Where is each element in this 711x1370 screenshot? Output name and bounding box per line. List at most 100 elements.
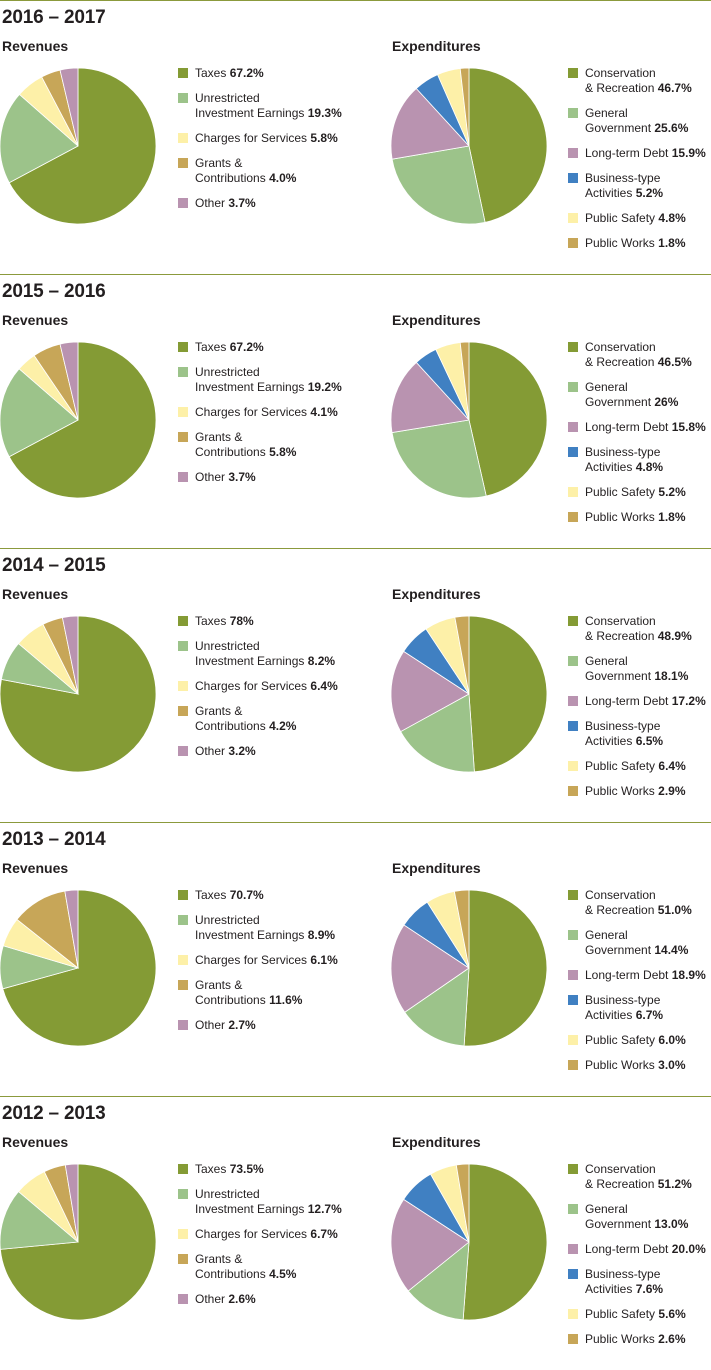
legend-label: Grants & Contributions xyxy=(195,1252,266,1281)
legend-item: Charges for Services 6.7% xyxy=(178,1227,342,1242)
legend-swatch xyxy=(568,342,578,352)
legend-label: Other xyxy=(195,744,226,758)
legend-label: Business-type Activities xyxy=(585,445,661,474)
legend-swatch xyxy=(568,1060,578,1070)
legend-label: Grants & Contributions xyxy=(195,156,266,185)
legend-item: Grants & Contributions 5.8% xyxy=(178,430,342,460)
legend-value: 19.2% xyxy=(307,380,342,394)
legend-swatch xyxy=(178,133,188,143)
legend-label: Business-type Activities xyxy=(585,171,661,200)
legend-value: 73.5% xyxy=(229,1162,264,1176)
legend-label: Public Safety xyxy=(585,1033,656,1047)
pie-slice xyxy=(61,615,79,695)
legend-item: General Government 13.0% xyxy=(568,1202,706,1232)
legend-value: 18.1% xyxy=(654,669,689,683)
legend-label: Long-term Debt xyxy=(585,968,669,982)
legend-label: Long-term Debt xyxy=(585,146,669,160)
chart-section: 2013 – 2014 Revenues Taxes 70.7% Unrestrict… xyxy=(0,822,711,1096)
legend-swatch xyxy=(568,761,578,771)
legend-label: Long-term Debt xyxy=(585,1242,669,1256)
pie-slice xyxy=(391,419,487,499)
legend-value: 5.8% xyxy=(310,131,338,145)
legend-swatch xyxy=(178,407,188,417)
legend-label: Other xyxy=(195,470,226,484)
legend-value: 4.5% xyxy=(269,1267,297,1281)
legend-item: Business-type Activities 5.2% xyxy=(568,171,706,201)
legend-swatch xyxy=(568,970,578,980)
legend-swatch xyxy=(568,721,578,731)
legend-item: Charges for Services 6.1% xyxy=(178,953,338,968)
expenditures-legend: Conservation & Recreation 48.9% General G… xyxy=(568,614,706,809)
legend-item: Public Safety 4.8% xyxy=(568,211,706,226)
pie-slice xyxy=(390,87,470,160)
legend-item: Business-type Activities 4.8% xyxy=(568,445,706,475)
legend-swatch xyxy=(568,1269,578,1279)
legend-item: Unrestricted Investment Earnings 19.3% xyxy=(178,91,342,121)
legend-swatch xyxy=(568,512,578,522)
pie-slice xyxy=(2,889,157,1047)
legend-label: Taxes xyxy=(195,1162,227,1176)
legend-value: 20.0% xyxy=(671,1242,706,1256)
revenues-legend: Taxes 73.5% Unrestricted Investment Earni… xyxy=(178,1162,342,1317)
revenues-legend: Taxes 67.2% Unrestricted Investment Earni… xyxy=(178,340,342,495)
revenues-subtitle: Revenues xyxy=(2,38,69,54)
legend-label: Unrestricted Investment Earnings xyxy=(195,913,305,942)
chart-section: 2015 – 2016 Revenues Taxes 67.2% Unrestrict… xyxy=(0,274,711,548)
legend-value: 6.4% xyxy=(310,679,338,693)
legend-label: Taxes xyxy=(195,888,227,902)
legend-value: 2.6% xyxy=(228,1292,256,1306)
legend-value: 6.7% xyxy=(635,1008,664,1022)
legend-value: 48.9% xyxy=(657,629,692,643)
pie-slice xyxy=(453,889,470,969)
legend-label: Charges for Services xyxy=(195,131,308,145)
chart-section: 2014 – 2015 Revenues Taxes 78% Unrestricted… xyxy=(0,548,711,822)
pie-slice xyxy=(390,361,470,434)
legend-item: Grants & Contributions 4.5% xyxy=(178,1252,342,1282)
legend-label: General Government xyxy=(585,106,652,135)
legend-label: Long-term Debt xyxy=(585,694,669,708)
legend-value: 15.8% xyxy=(671,420,706,434)
legend-swatch xyxy=(178,93,188,103)
legend-swatch xyxy=(178,616,188,626)
revenues-legend: Taxes 67.2% Unrestricted Investment Earni… xyxy=(178,66,342,221)
legend-label: Public Safety xyxy=(585,759,656,773)
pie-slice xyxy=(0,368,79,458)
legend-value: 2.7% xyxy=(228,1018,256,1032)
expenditures-subtitle: Expenditures xyxy=(392,1134,481,1150)
section-rule xyxy=(0,548,711,549)
legend-label: Public Safety xyxy=(585,1307,656,1321)
pie-slice xyxy=(59,341,79,421)
revenues-pie-chart xyxy=(0,67,157,225)
legend-label: Unrestricted Investment Earnings xyxy=(195,1187,305,1216)
legend-value: 6.0% xyxy=(658,1033,686,1047)
pie-slice xyxy=(468,341,548,497)
legend-swatch xyxy=(568,786,578,796)
pie-slice xyxy=(64,889,79,969)
pie-slice xyxy=(463,889,548,1047)
legend-label: Grants & Contributions xyxy=(195,978,266,1007)
legend-label: Conservation & Recreation xyxy=(585,66,656,95)
legend-label: Conservation & Recreation xyxy=(585,1162,656,1191)
revenues-pie-chart xyxy=(0,1163,157,1321)
legend-value: 1.8% xyxy=(658,510,686,524)
legend-item: Other 2.7% xyxy=(178,1018,338,1033)
legend-item: Conservation & Recreation 51.2% xyxy=(568,1162,706,1192)
legend-value: 2.6% xyxy=(658,1332,686,1346)
legend-swatch xyxy=(568,238,578,248)
legend-value: 2.9% xyxy=(658,784,686,798)
legend-value: 12.7% xyxy=(307,1202,342,1216)
legend-swatch xyxy=(178,706,188,716)
pie-slice xyxy=(64,1163,79,1243)
legend-item: Charges for Services 4.1% xyxy=(178,405,342,420)
chart-section: 2016 – 2017 Revenues Taxes 67.2% Unrestrict… xyxy=(0,0,711,274)
legend-value: 13.0% xyxy=(654,1217,689,1231)
legend-item: Taxes 78% xyxy=(178,614,338,629)
expenditures-pie-chart xyxy=(390,1163,548,1321)
pie-slice xyxy=(462,1163,548,1321)
legend-label: Charges for Services xyxy=(195,405,308,419)
legend-value: 3.7% xyxy=(228,470,256,484)
legend-value: 19.3% xyxy=(307,106,342,120)
section-rule xyxy=(0,1096,711,1097)
revenues-pie-chart xyxy=(0,615,157,773)
expenditures-pie-chart xyxy=(390,889,548,1047)
